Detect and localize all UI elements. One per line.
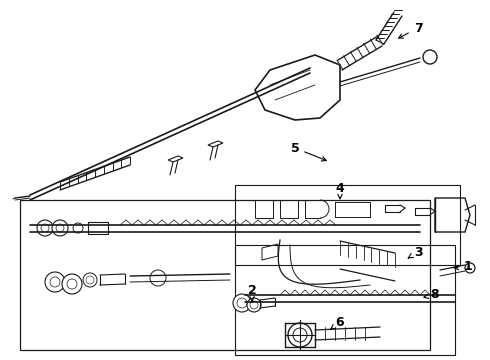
Text: 8: 8 bbox=[424, 288, 440, 302]
Text: 4: 4 bbox=[336, 181, 344, 199]
Circle shape bbox=[62, 274, 82, 294]
Text: 6: 6 bbox=[331, 315, 344, 329]
Circle shape bbox=[83, 273, 97, 287]
Text: 3: 3 bbox=[408, 246, 422, 258]
Circle shape bbox=[247, 298, 261, 312]
Circle shape bbox=[73, 223, 83, 233]
Circle shape bbox=[37, 220, 53, 236]
Text: 5: 5 bbox=[291, 141, 326, 161]
Circle shape bbox=[45, 272, 65, 292]
Circle shape bbox=[423, 50, 437, 64]
Circle shape bbox=[52, 220, 68, 236]
Circle shape bbox=[288, 323, 312, 347]
Bar bbox=[255, 200, 273, 218]
Bar bbox=[280, 200, 298, 218]
Circle shape bbox=[150, 270, 166, 286]
Text: 2: 2 bbox=[247, 284, 256, 302]
Text: 1: 1 bbox=[454, 261, 472, 274]
Circle shape bbox=[465, 263, 475, 273]
Circle shape bbox=[233, 294, 251, 312]
Text: 7: 7 bbox=[398, 22, 422, 38]
